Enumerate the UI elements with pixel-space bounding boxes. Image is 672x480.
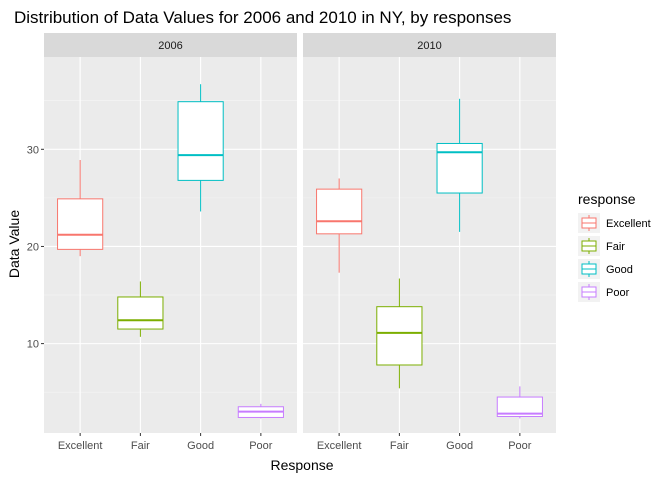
box-body: [316, 188, 363, 235]
facet-strip-2010: [303, 33, 556, 57]
y-tick-label: 10: [27, 339, 39, 351]
x-tick-label: Poor: [508, 440, 532, 452]
box-body: [117, 296, 164, 330]
legend-title: response: [578, 191, 636, 207]
x-tick-label: Excellent: [58, 440, 103, 452]
legend-label: Poor: [606, 287, 630, 299]
x-tick-label: Excellent: [317, 440, 362, 452]
facet-label-2010: 2010: [417, 40, 441, 52]
legend: response Excellent Fair Good Poor: [578, 191, 651, 302]
legend-item-fair: Fair: [578, 236, 625, 256]
x-axis-title: Response: [270, 457, 333, 473]
y-tick-label: 30: [27, 144, 39, 156]
box-excellent-2006: [57, 159, 104, 257]
legend-label: Excellent: [606, 218, 651, 230]
x-tick-label: Poor: [249, 440, 273, 452]
box-body: [436, 142, 483, 194]
box-fair-2006: [117, 281, 164, 337]
box-good-2010: [436, 98, 483, 232]
box-body: [57, 198, 104, 250]
box-excellent-2010: [316, 178, 363, 273]
legend-item-good: Good: [578, 259, 633, 279]
boxes-2006: [57, 84, 284, 419]
box-body: [496, 396, 543, 417]
x-tick-label: Good: [446, 440, 473, 452]
panel-background-2010: [303, 57, 556, 433]
x-tick-label: Good: [187, 440, 214, 452]
legend-label: Good: [606, 264, 633, 276]
legend-item-poor: Poor: [578, 282, 630, 302]
y-axis: 10 20 30: [27, 144, 44, 351]
legend-item-excellent: Excellent: [578, 213, 651, 233]
legend-label: Fair: [606, 241, 625, 253]
box-poor-2006: [237, 403, 284, 419]
box-fair-2010: [376, 278, 423, 389]
x-tick-label: Fair: [131, 440, 150, 452]
x-axis: Excellent Fair Good Poor Excellent Fair Good Po…: [58, 433, 532, 452]
y-axis-title: Data Value: [6, 210, 22, 278]
x-tick-label: Fair: [390, 440, 409, 452]
facet-strip-2006: [44, 33, 297, 57]
facet-label-2006: 2006: [158, 40, 182, 52]
y-tick-label: 20: [27, 241, 39, 253]
facet-panel-2006: 2006: [44, 33, 297, 433]
box-body: [376, 306, 423, 366]
box-good-2006: [177, 84, 224, 212]
boxes-2010: [316, 98, 543, 419]
box-body: [177, 101, 224, 181]
chart-title: Distribution of Data Values for 2006 and…: [14, 8, 511, 27]
box-poor-2010: [496, 386, 543, 419]
facet-panel-2010: 2010: [303, 33, 556, 433]
